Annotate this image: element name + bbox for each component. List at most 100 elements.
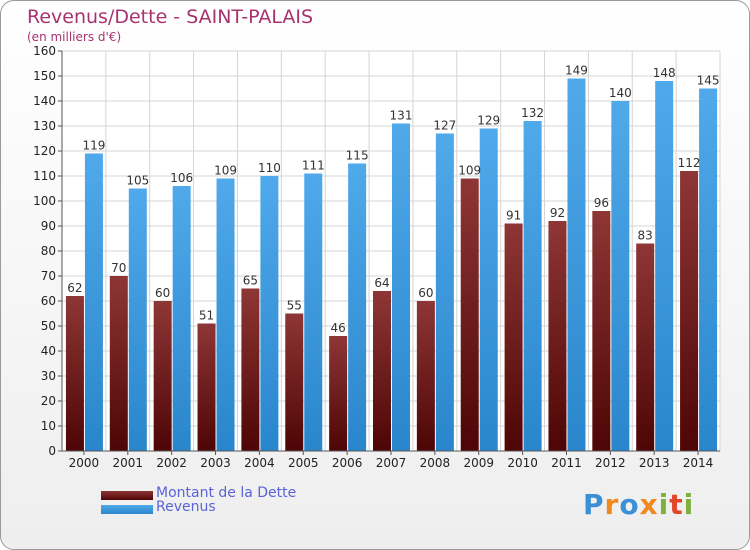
y-tick-label: 150: [33, 69, 56, 83]
bar-dette: [592, 211, 611, 451]
y-tick-label: 50: [41, 319, 56, 333]
data-label-revenus: 109: [214, 164, 237, 178]
bar-revenus: [128, 188, 147, 451]
x-tick-label: 2008: [420, 456, 451, 470]
x-tick-label: 2014: [683, 456, 714, 470]
proxiti-logo: Proxiti: [583, 488, 694, 521]
chart-subtitle: (en milliers d'€): [27, 30, 122, 44]
data-label-revenus: 105: [126, 174, 149, 188]
data-label-dette: 62: [67, 281, 82, 295]
y-tick-label: 80: [41, 244, 56, 258]
bar-dette: [285, 313, 304, 451]
axes: 0 10 20 30 40 50 60 70 80 90 100 110 120 130 140 150 160…: [33, 44, 720, 470]
data-label-dette: 46: [330, 321, 345, 335]
data-label-revenus: 132: [521, 106, 544, 120]
data-label-revenus: 131: [390, 109, 413, 123]
bar-dette: [504, 223, 523, 451]
y-tick-label: 140: [33, 94, 56, 108]
legend-swatch-debt: [101, 491, 153, 500]
y-tick-label: 110: [33, 169, 56, 183]
bar-dette: [416, 301, 435, 451]
data-label-dette: 65: [243, 274, 258, 288]
bar-revenus: [84, 153, 103, 451]
y-tick-label: 130: [33, 119, 56, 133]
data-label-dette: 91: [506, 209, 521, 223]
data-label-dette: 96: [594, 196, 609, 210]
data-label-revenus: 129: [477, 114, 500, 128]
bar-revenus: [304, 173, 323, 451]
y-tick-label: 30: [41, 369, 56, 383]
x-tick-label: 2003: [200, 456, 231, 470]
chart-title: Revenus/Dette - SAINT-PALAIS: [27, 6, 314, 28]
bar-dette: [548, 221, 567, 451]
bar-dette: [197, 323, 216, 451]
bar-revenus: [392, 123, 410, 451]
data-label-revenus: 145: [697, 74, 720, 88]
y-tick-label: 60: [41, 294, 56, 308]
data-label-revenus: 149: [565, 64, 588, 78]
bar-revenus: [216, 178, 235, 451]
data-label-revenus: 115: [346, 149, 369, 163]
legend-label-revenus: Revenus: [156, 499, 216, 515]
bar-revenus: [260, 176, 279, 451]
bar-dette: [680, 171, 699, 451]
bar-dette: [636, 243, 655, 451]
data-label-revenus: 127: [433, 119, 456, 133]
bar-dette: [65, 296, 84, 451]
y-tick-label: 70: [41, 269, 56, 283]
y-tick-label: 100: [33, 194, 56, 208]
data-label-dette: 70: [111, 261, 126, 275]
x-tick-label: 2010: [507, 456, 538, 470]
data-labels: 62 119 70 105 60 106 51 109 65 110 55 111 46 115 64 131…: [67, 64, 719, 336]
bar-dette: [329, 336, 348, 451]
bar-revenus: [611, 101, 630, 451]
x-tick-label: 2009: [463, 456, 494, 470]
x-tick-label: 2004: [244, 456, 275, 470]
data-label-dette: 109: [458, 164, 481, 178]
x-tick-label: 2013: [639, 456, 670, 470]
y-tick-label: 0: [48, 444, 56, 458]
y-tick-label: 120: [33, 144, 56, 158]
data-label-dette: 51: [199, 309, 214, 323]
data-label-revenus: 110: [258, 161, 281, 175]
x-tick-label: 2011: [551, 456, 582, 470]
bar-revenus: [172, 186, 191, 451]
bar-dette: [241, 288, 260, 451]
bar-revenus: [699, 88, 718, 451]
legend-swatch-revenus: [101, 505, 153, 514]
logo-letter: t: [669, 488, 684, 521]
data-label-dette: 112: [678, 156, 701, 170]
x-tick-label: 2007: [376, 456, 407, 470]
data-label-revenus: 148: [653, 66, 676, 80]
bar-revenus: [655, 81, 674, 451]
data-label-revenus: 140: [609, 86, 632, 100]
y-tick-label: 90: [41, 219, 56, 233]
logo-letter: x: [639, 488, 659, 521]
logo-letter: o: [619, 488, 640, 521]
y-tick-label: 20: [41, 394, 56, 408]
bar-revenus: [523, 121, 542, 451]
y-tick-label: 160: [33, 44, 56, 58]
bar-dette: [373, 291, 391, 451]
bar-revenus: [348, 163, 367, 451]
x-tick-label: 2005: [288, 456, 319, 470]
data-label-dette: 60: [418, 286, 433, 300]
bar-revenus: [567, 78, 586, 451]
data-label-revenus: 111: [302, 159, 325, 173]
bars: [65, 78, 718, 451]
bar-dette: [109, 276, 128, 451]
x-tick-label: 2000: [69, 456, 100, 470]
logo-letter: i: [683, 488, 695, 521]
logo-letter: i: [658, 488, 670, 521]
y-tick-label: 10: [41, 419, 56, 433]
bar-revenus: [435, 133, 454, 451]
x-tick-label: 2006: [332, 456, 363, 470]
bar-revenus: [479, 128, 498, 451]
bar-dette: [153, 301, 172, 451]
bar-dette: [460, 178, 479, 451]
logo-letter: P: [583, 488, 605, 521]
data-label-dette: 83: [638, 229, 653, 243]
data-label-dette: 92: [550, 206, 565, 220]
data-label-dette: 55: [287, 299, 302, 313]
